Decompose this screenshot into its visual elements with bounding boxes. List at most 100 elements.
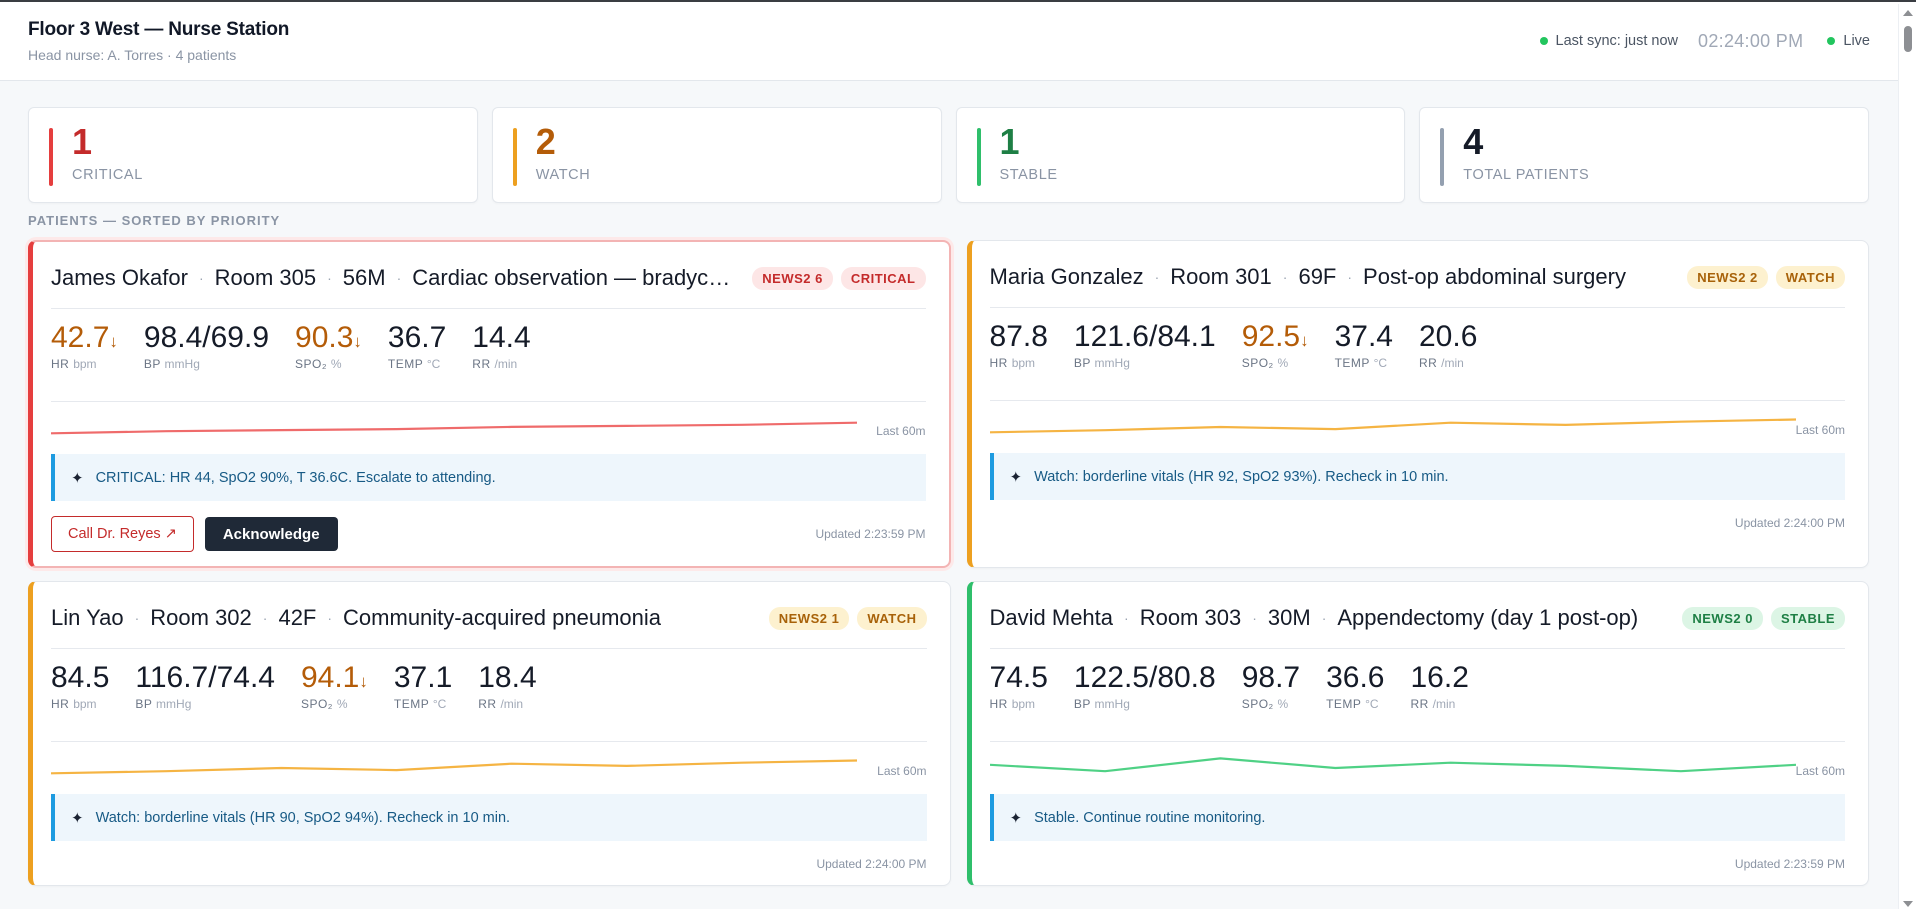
summary-stats: 1 CRITICAL 2 WATCH 1 STABLE 4 TOTAL PATI…	[28, 107, 1869, 203]
trend-line	[51, 759, 857, 775]
vital-value: 14.4	[472, 321, 531, 354]
vital-value: 87.8	[989, 320, 1048, 353]
separator-dot: ·	[1154, 269, 1160, 285]
vitals-row: 74.5 HR bpm 122.5/80.8 BP mmHg 98.7 SPO₂…	[990, 661, 1845, 727]
patient-diagnosis: Cardiac observation — bradycardia	[412, 265, 743, 290]
patient-room: Room 305	[214, 265, 317, 290]
vital-value: 98.4/69.9	[143, 321, 270, 354]
divider	[989, 741, 1845, 742]
vital-value: 84.5	[51, 661, 110, 694]
scroll-up-icon[interactable]	[1903, 10, 1913, 16]
live-indicator: Live	[1843, 33, 1870, 49]
section-label: PATIENTS — SORTED BY PRIORITY	[28, 213, 281, 228]
vital-bp: 116.7/74.4 BP mmHg	[135, 661, 275, 727]
call-doctor-button[interactable]: Call Dr. Reyes ↗	[51, 516, 194, 552]
trend-window-label: Last 60m	[1795, 764, 1845, 778]
trend-sparkline	[989, 757, 1796, 773]
separator-dot: ·	[1321, 610, 1327, 626]
vital-label: BP mmHg	[1073, 356, 1130, 370]
stat-total: 4 TOTAL PATIENTS	[1419, 107, 1869, 203]
news2-badge: NEWS2 0	[1682, 606, 1763, 630]
trend-down-icon: ↓	[359, 672, 368, 691]
separator-dot: ·	[262, 610, 268, 626]
stat-critical: 1 CRITICAL	[28, 107, 478, 203]
vital-value: 20.6	[1418, 320, 1478, 353]
trend-window-label: Last 60m	[876, 424, 926, 438]
vital-value: 36.6	[1326, 661, 1385, 694]
vital-value: 36.7	[387, 321, 447, 354]
patient-card[interactable]: Lin Yao · Room 302 · 42F · Community-acq…	[28, 581, 951, 886]
updated-timestamp: Updated 2:24:00 PM	[816, 857, 927, 871]
vital-value: 37.1	[393, 661, 453, 694]
vital-value: 16.2	[1410, 661, 1469, 694]
stat-label: STABLE	[999, 167, 1058, 183]
note-text: CRITICAL: HR 44, SpO2 90%, T 36.6C. Esca…	[95, 469, 496, 486]
patient-name: James Okafor	[51, 265, 188, 290]
patient-diagnosis: Post-op abdominal surgery	[1363, 264, 1626, 289]
patient-age-sex: 30M	[1267, 605, 1311, 630]
sparkle-icon: ✦	[71, 469, 84, 487]
updated-timestamp: Updated 2:24:00 PM	[1734, 516, 1845, 530]
vital-value: 122.5/80.8	[1073, 661, 1216, 694]
vitals-row: 87.8 HR bpm 121.6/84.1 BP mmHg 92.5↓ SPO…	[990, 320, 1845, 386]
stat-accent-bar	[49, 128, 53, 186]
divider	[989, 307, 1845, 308]
vital-hr: 84.5 HR bpm	[51, 661, 109, 727]
patient-grid: James Okafor · Room 305 · 56M · Cardiac …	[28, 240, 1869, 886]
main-content: 1 CRITICAL 2 WATCH 1 STABLE 4 TOTAL PATI…	[0, 81, 1916, 886]
status-badge: WATCH	[857, 606, 927, 630]
stat-accent-bar	[976, 128, 981, 186]
vital-hr: 87.8 HR bpm	[990, 320, 1048, 386]
stat-value: 1	[72, 121, 93, 162]
trend-chart: Last 60m	[51, 402, 926, 454]
vital-label: TEMP °C	[1334, 356, 1388, 370]
vital-bp: 121.6/84.1 BP mmHg	[1074, 320, 1216, 386]
trend-line	[989, 418, 1796, 434]
vital-spo2: 98.7 SPO₂ %	[1242, 661, 1300, 727]
badge-group: NEWS2 2 WATCH	[1677, 265, 1845, 289]
vital-temp: 36.6 TEMP °C	[1326, 661, 1384, 727]
separator-dot: ·	[134, 610, 140, 626]
updated-timestamp: Updated 2:23:59 PM	[1734, 857, 1845, 871]
vital-label: HR bpm	[989, 697, 1036, 711]
vital-hr: 74.5 HR bpm	[990, 661, 1048, 727]
patient-card[interactable]: Maria Gonzalez · Room 301 · 69F · Post-o…	[966, 240, 1869, 568]
sync-status: Last sync: just now	[1555, 33, 1679, 49]
stat-value: 2	[535, 121, 556, 162]
trend-chart: Last 60m	[989, 742, 1845, 794]
news2-badge: NEWS2 2	[1687, 265, 1768, 289]
vital-value: 74.5	[989, 661, 1048, 694]
patient-room: Room 301	[1170, 264, 1272, 289]
trend-chart: Last 60m	[51, 742, 927, 794]
patient-age-sex: 69F	[1298, 264, 1337, 289]
vital-label: SPO₂ %	[295, 357, 342, 371]
acknowledge-button[interactable]: Acknowledge	[204, 517, 338, 551]
patient-name: Lin Yao	[51, 605, 124, 630]
status-badge: CRITICAL	[840, 266, 926, 290]
trend-sparkline	[989, 418, 1796, 434]
patient-age-sex: 42F	[278, 605, 317, 630]
patient-card[interactable]: James Okafor · Room 305 · 56M · Cardiac …	[28, 240, 951, 568]
patient-diagnosis: Appendectomy (day 1 post-op)	[1337, 605, 1639, 630]
stat-label: WATCH	[535, 167, 591, 183]
vital-rr: 18.4 RR /min	[478, 661, 536, 727]
page-title: Floor 3 West — Nurse Station	[28, 19, 290, 40]
sparkle-icon: ✦	[71, 809, 84, 827]
trend-down-icon: ↓	[1300, 331, 1309, 350]
patient-card[interactable]: David Mehta · Room 303 · 30M · Appendect…	[966, 581, 1869, 886]
divider	[51, 401, 926, 402]
vital-rr: 20.6 RR /min	[1419, 320, 1477, 386]
scroll-down-icon[interactable]	[1903, 901, 1913, 907]
scrollbar[interactable]	[1898, 4, 1916, 909]
vital-spo2: 90.3↓ SPO₂ %	[295, 321, 362, 387]
scrollbar-thumb[interactable]	[1904, 26, 1912, 52]
vitals-row: 42.7↓ HR bpm 98.4/69.9 BP mmHg 90.3↓ SPO…	[51, 321, 926, 387]
vital-value: 98.7	[1241, 661, 1301, 694]
trend-line	[51, 421, 857, 435]
stat-label: TOTAL PATIENTS	[1463, 167, 1590, 183]
divider	[989, 648, 1845, 649]
news2-badge: NEWS2 6	[752, 266, 833, 290]
vital-label: RR /min	[1410, 697, 1456, 711]
vital-rr: 16.2 RR /min	[1410, 661, 1468, 727]
vital-label: RR /min	[1418, 356, 1464, 370]
